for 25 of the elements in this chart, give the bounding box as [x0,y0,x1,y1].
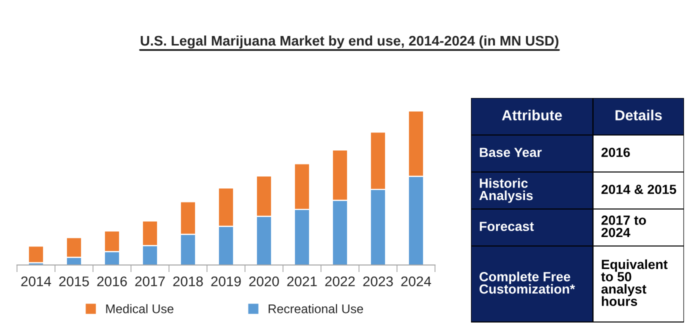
text: Attribute [502,110,562,120]
text: 2014 & 2015 [601,184,676,194]
x-tick-label: 2018 [173,276,203,286]
x-tick-label: 2021 [287,276,317,286]
text: Historic Analysis [479,178,533,203]
bar [28,246,44,264]
x-tick-label: 2016 [97,276,127,286]
text: 2016 [601,148,630,158]
text: Complete Free Customization* [480,272,576,294]
text: Base Year [480,148,542,158]
x-tick-label: 2014 [21,276,52,286]
x-tick-label: 2019 [211,276,241,286]
text: Equivalent to 50 analyst hours [601,259,668,306]
legend-label: Recreational Use [268,304,364,314]
x-tick-label: 2015 [59,276,89,286]
x-tick-label: 2023 [363,276,393,286]
x-tick-label: 2020 [249,276,279,286]
text: Forecast [480,222,534,232]
chart-title: U.S. Legal Marijuana Market by end use, 2014-2024 (in MN USD) [140,35,558,49]
x-tick-label: 2024 [401,276,432,286]
text: 2017 to 2024 [601,216,646,238]
x-tick-label: 2022 [325,276,355,286]
legend-label: Medical Use [106,304,174,314]
text: Details [616,110,662,120]
x-tick-label: 2017 [135,276,165,286]
